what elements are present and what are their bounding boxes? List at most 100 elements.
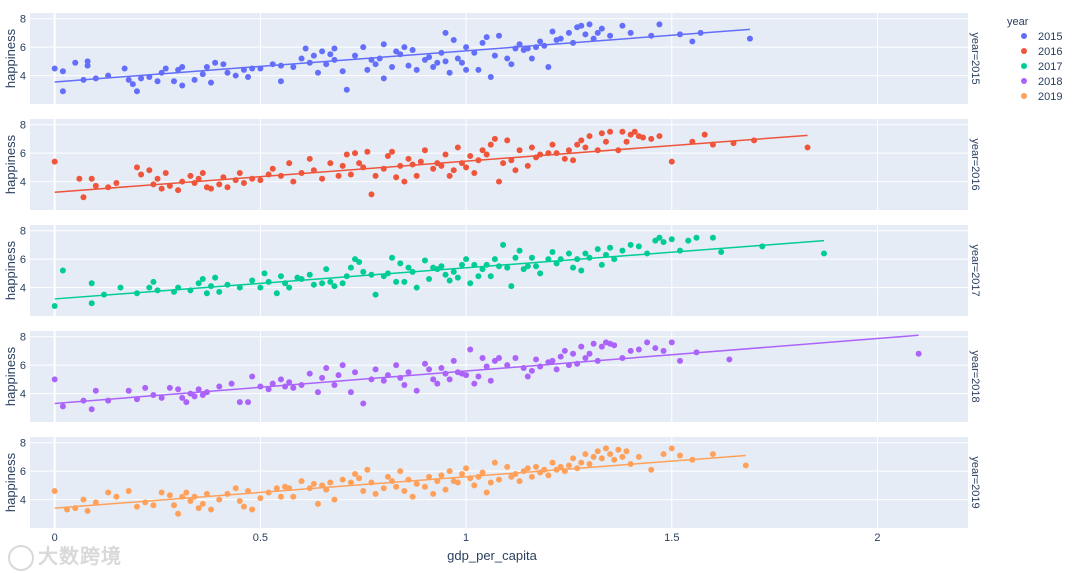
data-point: [475, 66, 482, 73]
data-point: [92, 182, 99, 189]
data-point: [249, 506, 256, 513]
data-point: [426, 276, 433, 283]
data-point: [356, 475, 363, 482]
data-point: [430, 64, 437, 71]
data-point: [298, 382, 305, 389]
data-point: [454, 274, 461, 281]
data-point: [405, 155, 412, 162]
data-point: [364, 148, 371, 155]
data-point: [393, 483, 400, 490]
data-point: [582, 250, 589, 257]
legend-item-2015: 2015: [1021, 31, 1062, 43]
data-point: [709, 451, 716, 458]
data-point: [619, 22, 626, 29]
data-point: [623, 138, 630, 145]
x-tick-label: 0.5: [253, 532, 268, 544]
data-point: [578, 267, 585, 274]
data-point: [59, 88, 66, 95]
data-point: [138, 75, 145, 82]
data-point: [483, 363, 490, 370]
data-point: [430, 490, 437, 497]
data-point: [458, 59, 465, 66]
data-point: [594, 448, 601, 455]
data-point: [656, 21, 663, 28]
legend-label: 2018: [1038, 76, 1062, 88]
data-point: [352, 150, 359, 157]
data-point: [154, 78, 161, 85]
data-point: [327, 479, 334, 486]
data-point: [656, 133, 663, 140]
data-point: [491, 459, 498, 466]
data-point: [458, 261, 465, 268]
data-point: [467, 346, 474, 353]
trendline: [54, 454, 746, 509]
data-point: [545, 64, 552, 71]
data-point: [170, 502, 177, 509]
data-point: [380, 41, 387, 48]
data-point: [187, 172, 194, 179]
data-point: [598, 25, 605, 32]
y-axis-title: happiness: [3, 134, 18, 194]
data-point: [648, 466, 655, 473]
data-point: [314, 389, 321, 396]
data-point: [660, 239, 667, 246]
data-point: [208, 79, 215, 86]
y-axis-title: happiness: [3, 240, 18, 300]
data-point: [368, 191, 375, 198]
data-point: [426, 473, 433, 480]
data-point: [442, 151, 449, 158]
data-point: [372, 291, 379, 298]
x-tick-label: 1: [463, 532, 469, 544]
data-point: [360, 44, 367, 51]
data-point: [154, 175, 161, 182]
data-point: [660, 347, 667, 354]
data-point: [635, 346, 642, 353]
data-point: [598, 261, 605, 268]
data-point: [504, 264, 511, 271]
data-point: [479, 147, 486, 154]
data-point: [533, 356, 540, 363]
data-point: [306, 370, 313, 377]
data-point: [652, 345, 659, 352]
data-point: [533, 463, 540, 470]
data-point: [401, 44, 408, 51]
data-point: [175, 386, 182, 393]
data-point: [298, 55, 305, 62]
data-point: [561, 347, 568, 354]
data-point: [471, 482, 478, 489]
data-point: [463, 66, 470, 73]
data-point: [623, 448, 630, 455]
facet-label: year=2019: [969, 456, 981, 508]
data-point: [586, 350, 593, 357]
data-point: [413, 387, 420, 394]
data-point: [236, 399, 243, 406]
data-point: [356, 258, 363, 265]
data-point: [323, 61, 330, 68]
data-point: [463, 256, 470, 263]
data-point: [479, 266, 486, 273]
data-point: [434, 59, 441, 66]
data-point: [479, 355, 486, 362]
data-point: [240, 503, 247, 510]
data-point: [619, 453, 626, 460]
data-point: [602, 445, 609, 452]
data-point: [677, 247, 684, 254]
data-point: [479, 39, 486, 46]
y-tick-label: 6: [20, 148, 26, 160]
watermark: 大数跨境: [8, 540, 122, 571]
data-point: [537, 270, 544, 277]
data-point: [421, 257, 428, 264]
data-point: [458, 470, 465, 477]
data-point: [627, 29, 634, 36]
data-point: [574, 141, 581, 148]
data-point: [504, 463, 511, 470]
data-point: [298, 478, 305, 485]
data-point: [405, 369, 412, 376]
data-point: [175, 187, 182, 194]
data-point: [51, 303, 58, 310]
legend-marker: [1021, 93, 1027, 99]
data-point: [537, 38, 544, 45]
data-point: [549, 28, 556, 35]
